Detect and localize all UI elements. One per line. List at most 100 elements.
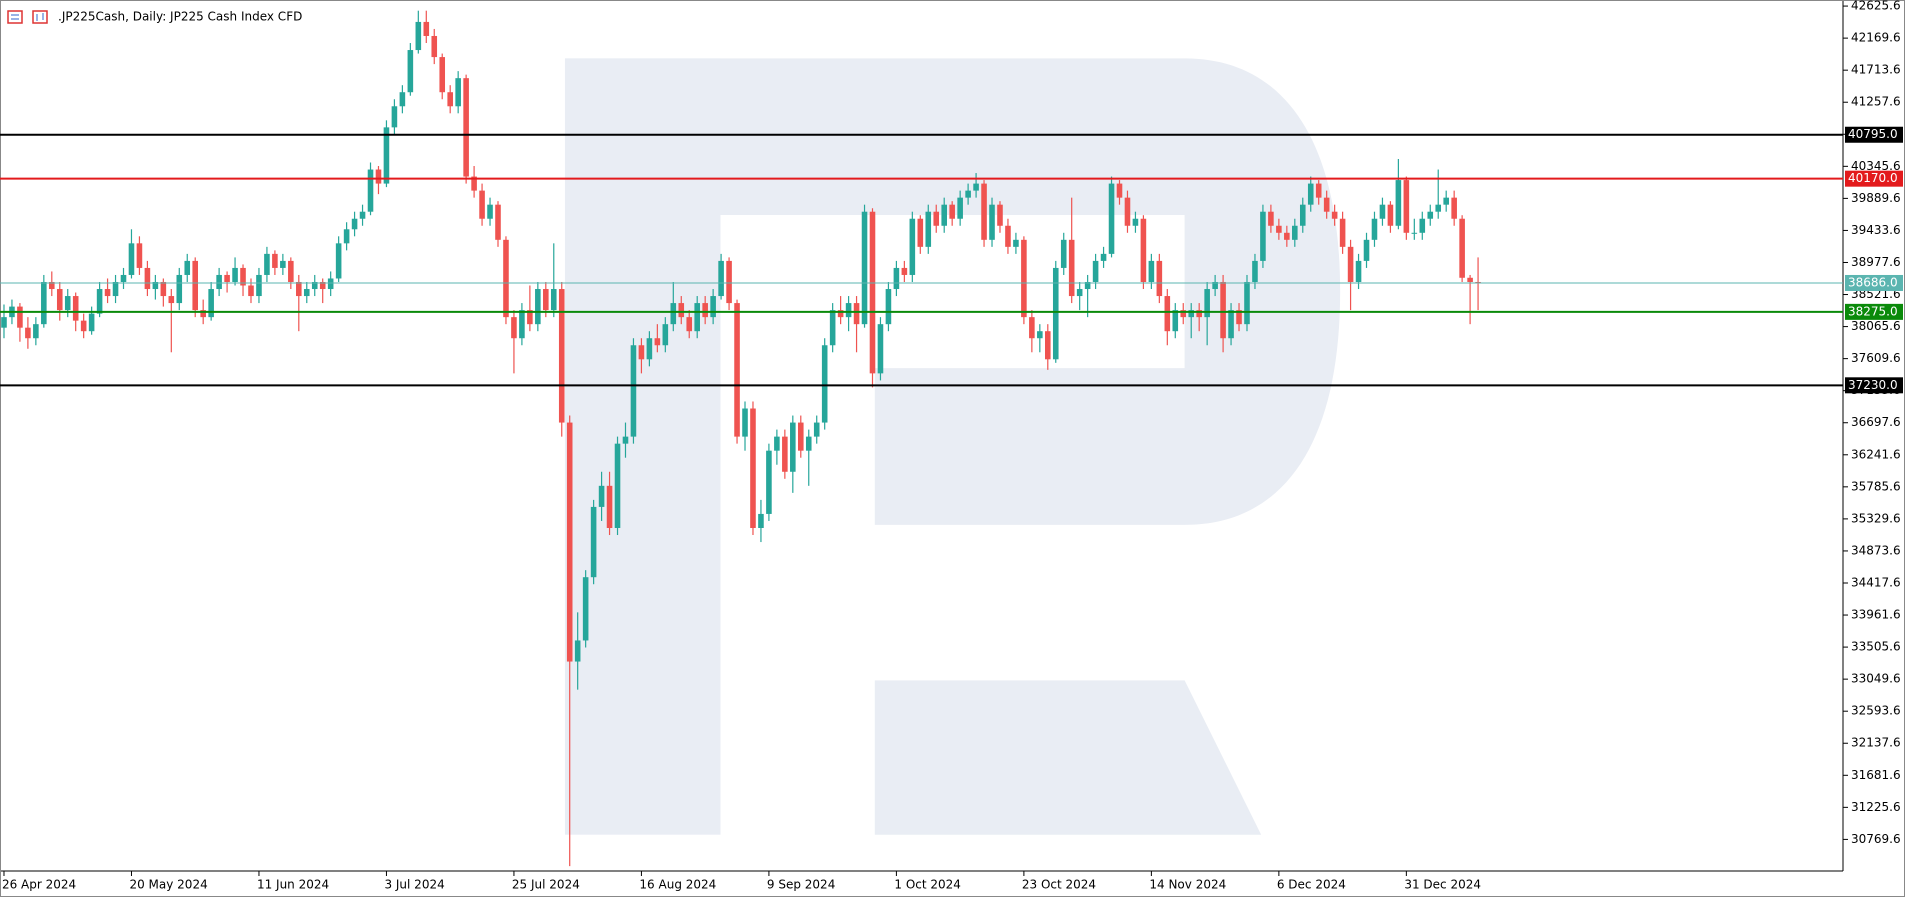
candle-body <box>1108 183 1115 254</box>
candle-body <box>1347 246 1354 282</box>
y-tick-label: 32593.6 <box>1851 704 1901 718</box>
candle-body <box>1443 197 1449 205</box>
candle-body <box>805 436 812 451</box>
candle-body <box>1355 260 1362 282</box>
level-label: 38275.0 <box>1848 304 1898 318</box>
candle-body <box>1021 239 1027 318</box>
candle-body <box>877 324 884 374</box>
candle-body <box>933 211 940 226</box>
y-tick-label: 39433.6 <box>1851 223 1901 237</box>
candle-body <box>80 320 87 332</box>
candle-body <box>558 289 565 423</box>
candle-body <box>790 422 796 472</box>
candle-body <box>136 243 143 268</box>
candle-body <box>1037 331 1043 339</box>
candle-body <box>463 78 469 177</box>
level-tag <box>1845 126 1903 143</box>
candle-body <box>550 289 557 311</box>
candle-body <box>766 450 772 514</box>
candle-body <box>1172 310 1179 332</box>
candle-body <box>670 303 677 325</box>
x-tick-label: 6 Dec 2024 <box>1277 878 1346 892</box>
candle-body <box>1029 317 1035 339</box>
candle-body <box>1315 183 1322 198</box>
y-tick-label: 41713.6 <box>1851 63 1901 77</box>
x-tick-label: 25 Jul 2024 <box>512 878 580 892</box>
candle-body <box>566 422 573 662</box>
candle-body <box>431 35 438 58</box>
candle-body <box>224 274 230 282</box>
candle-body <box>144 267 151 290</box>
candle-body <box>160 281 167 297</box>
candle-body <box>750 408 756 528</box>
candle-body <box>184 260 191 275</box>
x-tick-label: 23 Oct 2024 <box>1022 878 1096 892</box>
candle-body <box>1371 218 1378 240</box>
candle-body <box>479 190 485 219</box>
candle-body <box>391 106 398 128</box>
candle-body <box>598 485 605 507</box>
candle-body <box>1228 310 1234 339</box>
level-tag <box>1845 170 1903 187</box>
level-tag <box>1845 377 1903 394</box>
candle-body <box>829 310 836 346</box>
candle-body <box>120 274 127 282</box>
candle-body <box>272 253 278 268</box>
candle-body <box>1307 183 1314 205</box>
x-tick-label: 11 Jun 2024 <box>257 878 329 892</box>
candle-body <box>49 281 55 290</box>
y-tick-label: 39889.6 <box>1851 191 1901 205</box>
candle-body <box>1076 289 1083 297</box>
candle-body <box>359 211 366 219</box>
candle-body <box>1100 253 1107 261</box>
candle-body <box>1140 218 1147 282</box>
candle-body <box>447 92 453 107</box>
candle-body <box>1068 239 1075 297</box>
candle-body <box>885 289 892 325</box>
candle-body <box>574 640 581 662</box>
y-tick-label: 34873.6 <box>1851 543 1901 557</box>
level-label: 40170.0 <box>1848 171 1898 185</box>
x-tick-label: 9 Sep 2024 <box>767 878 835 892</box>
x-tick-label: 3 Jul 2024 <box>384 878 444 892</box>
candle-body <box>965 190 971 198</box>
level-tag <box>1845 303 1903 320</box>
candle-body <box>925 211 932 247</box>
candle-body <box>917 218 924 247</box>
candle-body <box>710 296 716 318</box>
y-tick-label: 33961.6 <box>1851 608 1901 622</box>
candle-body <box>280 260 286 268</box>
candle-body <box>726 260 732 304</box>
candle-body <box>511 317 517 339</box>
candle-body <box>495 204 501 240</box>
candle-body <box>1276 225 1282 233</box>
x-tick-label: 14 Nov 2024 <box>1149 878 1226 892</box>
candle-body <box>288 260 294 282</box>
y-tick-label: 38065.6 <box>1851 319 1901 333</box>
candle-body <box>1299 204 1306 226</box>
candle-body <box>797 422 804 451</box>
y-tick-label: 41257.6 <box>1851 95 1901 109</box>
candle-body <box>614 443 621 528</box>
candle-body <box>240 267 246 286</box>
level-label: 40795.0 <box>1848 127 1898 141</box>
candle-body <box>25 327 31 339</box>
candle-body <box>997 204 1003 226</box>
candle-body <box>471 176 477 191</box>
candle-body <box>1244 281 1250 325</box>
candle-body <box>1013 239 1019 247</box>
candle-body <box>112 281 119 297</box>
candle-body <box>375 169 382 184</box>
chart-title: .JP225Cash, Daily: JP225 Cash Index CFD <box>58 10 302 24</box>
candle-body <box>1204 289 1210 318</box>
candle-body <box>1052 267 1059 360</box>
level-label: 38686.0 <box>1848 275 1898 289</box>
candle-body <box>989 204 995 240</box>
candle-body <box>1045 331 1051 360</box>
candle-body <box>455 78 461 107</box>
candle-body <box>1196 310 1202 318</box>
candle-body <box>319 281 326 290</box>
candle-body <box>869 211 876 374</box>
candle-body <box>678 303 685 318</box>
